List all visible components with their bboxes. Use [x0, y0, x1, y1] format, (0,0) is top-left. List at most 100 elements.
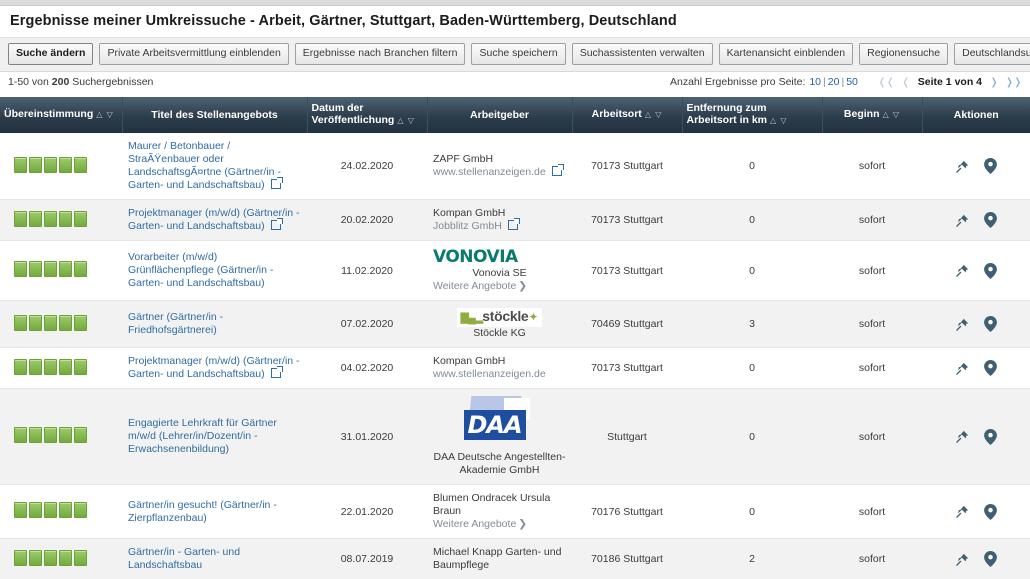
- per-page-option-10[interactable]: 10: [809, 76, 822, 88]
- external-link-icon: [270, 218, 283, 230]
- cell-distance: 0: [682, 240, 822, 301]
- column-header-2[interactable]: Datum der Veröffentlichung △ ▽: [307, 97, 428, 133]
- column-header-4[interactable]: Arbeitsort △ ▽: [572, 97, 683, 133]
- first-page-icon[interactable]: ❬❬: [877, 76, 895, 88]
- pushpin-icon[interactable]: [955, 317, 970, 332]
- map-marker-icon[interactable]: [984, 316, 997, 332]
- sort-ascending-icon[interactable]: △: [882, 110, 890, 119]
- sort-ascending-icon[interactable]: △: [96, 110, 104, 119]
- rating-bar: [74, 358, 87, 375]
- rating-bar: [29, 156, 42, 173]
- next-page-icon[interactable]: ❭: [989, 76, 999, 88]
- per-page-option-20[interactable]: 20: [827, 76, 840, 88]
- results-table-body: Maurer / Betonbauer / StraÃŸenbauer oder…: [0, 133, 1030, 579]
- employer-source-link[interactable]: www.stellenanzeigen.de: [433, 368, 546, 380]
- map-marker-icon[interactable]: [984, 551, 997, 567]
- employer-name: Kompan GmbH: [433, 207, 506, 219]
- pushpin-icon[interactable]: [955, 263, 970, 278]
- column-header-5[interactable]: Entfernung zum Arbeitsort in km △ ▽: [682, 97, 823, 133]
- rating-bar: [14, 427, 27, 443]
- toolbar-button-2[interactable]: Ergebnisse nach Branchen filtern: [294, 43, 466, 65]
- cell-employer: Kompan GmbH Jobblitz GmbH: [427, 199, 572, 241]
- map-marker-icon[interactable]: [984, 503, 997, 520]
- job-title-link[interactable]: Projektmanager (m/w/d) (Gärtner/in - Gar…: [128, 355, 300, 380]
- sort-descending-icon[interactable]: ▽: [407, 116, 415, 125]
- cell-employer: Kompan GmbH www.stellenanzeigen.de: [427, 347, 572, 389]
- rating-bar: [74, 156, 87, 173]
- map-marker-icon[interactable]: [984, 360, 997, 376]
- last-page-icon[interactable]: ❭❭: [1005, 76, 1022, 88]
- cell-job-title: Maurer / Betonbauer / StraÃŸenbauer oder…: [122, 133, 307, 200]
- rating-bar: [59, 261, 72, 277]
- row-actions: [948, 428, 1004, 445]
- job-title-link[interactable]: Gärtner/in gesucht! (Gärtner/in - Zierpf…: [128, 498, 277, 524]
- toolbar-button-7[interactable]: Deutschlandsuche: [954, 43, 1030, 65]
- column-header-6[interactable]: Beginn △ ▽: [822, 97, 923, 133]
- cell-match: [0, 538, 122, 579]
- map-marker-icon[interactable]: [984, 212, 997, 228]
- toolbar-button-0[interactable]: Suche ändern: [8, 43, 94, 65]
- pushpin-icon[interactable]: [955, 429, 970, 444]
- cell-publish-date: 07.02.2020: [307, 300, 427, 348]
- results-table-head: Übereinstimmung △ ▽ Titel des Stellenangeb…: [0, 97, 1030, 133]
- cell-location: 70173 Stuttgart: [572, 240, 682, 301]
- toolbar-button-6[interactable]: Regionensuche: [859, 43, 949, 65]
- per-page-option-50[interactable]: 50: [846, 76, 858, 88]
- job-title-link[interactable]: Maurer / Betonbauer / StraÃŸenbauer oder…: [128, 140, 283, 191]
- employer-source: www.stellenanzeigen.de: [433, 164, 566, 179]
- pushpin-icon[interactable]: [955, 159, 970, 174]
- external-link-icon: [551, 164, 564, 176]
- column-header-7: Aktionen: [922, 97, 1030, 133]
- job-title-link[interactable]: Gärtner (Gärtner/in - Friedhofsgärtnerei…: [128, 311, 224, 336]
- pushpin-icon[interactable]: [955, 552, 970, 567]
- job-title-link[interactable]: Gärtner/in - Garten- und Landschaftsbau: [128, 546, 241, 571]
- title-bar: Ergebnisse meiner Umkreissuche - Arbeit,…: [0, 6, 1030, 37]
- toolbar-button-5[interactable]: Kartenansicht einblenden: [718, 43, 854, 65]
- toolbar-button-4[interactable]: Suchassistenten verwalten: [571, 43, 713, 65]
- toolbar-button-3[interactable]: Suche speichern: [471, 43, 566, 65]
- rating-bar: [74, 549, 87, 566]
- stoeckle-logo: ▇▄▂stöckle✦: [456, 308, 543, 327]
- cell-match: [0, 133, 122, 200]
- chevron-right-icon: ❯: [518, 518, 528, 530]
- cell-publish-date: 11.02.2020: [307, 240, 427, 301]
- more-offers-link[interactable]: Weitere Angebote ❯: [433, 280, 528, 292]
- cell-location: Stuttgart: [572, 388, 682, 485]
- sort-ascending-icon[interactable]: △: [770, 116, 778, 125]
- previous-page-icon[interactable]: ❬: [901, 76, 910, 88]
- rating-bar: [14, 314, 27, 331]
- column-header-label: Arbeitsort △ ▽: [591, 108, 663, 120]
- sort-ascending-icon[interactable]: △: [644, 110, 652, 119]
- external-link-icon: [270, 177, 283, 189]
- cell-distance: 3: [682, 300, 822, 348]
- rating-bar: [74, 502, 87, 518]
- sort-descending-icon[interactable]: ▽: [780, 116, 788, 125]
- sort-ascending-icon[interactable]: △: [397, 116, 405, 125]
- match-rating: [6, 549, 89, 569]
- cell-start: sofort: [822, 388, 922, 485]
- map-marker-icon[interactable]: [984, 158, 997, 174]
- cell-actions: [922, 347, 1030, 389]
- cell-publish-date: 24.02.2020: [307, 133, 427, 200]
- rating-bar: [29, 549, 42, 566]
- cell-actions: [922, 133, 1030, 200]
- job-title-link[interactable]: Vorarbeiter (m/w/d) Grünflächenpflege (G…: [128, 251, 274, 289]
- toolbar-button-1[interactable]: Private Arbeitsvermittlung einblenden: [99, 43, 289, 65]
- job-title-link[interactable]: Projektmanager (m/w/d) (Gärtner/in - Gar…: [128, 207, 300, 232]
- rating-bar: [14, 358, 27, 375]
- sort-descending-icon[interactable]: ▽: [106, 110, 114, 119]
- column-header-0[interactable]: Übereinstimmung △ ▽: [0, 97, 123, 133]
- map-marker-icon[interactable]: [984, 428, 997, 445]
- pushpin-icon[interactable]: [955, 361, 970, 376]
- sort-descending-icon[interactable]: ▽: [892, 110, 901, 119]
- job-title-link[interactable]: Engagierte Lehrkraft für Gärtner m/w/d (…: [128, 417, 277, 455]
- rating-bar: [59, 358, 72, 375]
- more-offers-link[interactable]: Weitere Angebote ❯: [433, 518, 528, 530]
- map-marker-icon[interactable]: [984, 262, 997, 279]
- sort-descending-icon[interactable]: ▽: [655, 110, 663, 119]
- pushpin-icon[interactable]: [955, 504, 970, 519]
- pushpin-icon[interactable]: [955, 213, 970, 228]
- employer-source-link[interactable]: Jobblitz GmbH: [433, 220, 502, 232]
- rating-bar: [14, 156, 27, 173]
- employer-source-link[interactable]: www.stellenanzeigen.de: [433, 166, 546, 178]
